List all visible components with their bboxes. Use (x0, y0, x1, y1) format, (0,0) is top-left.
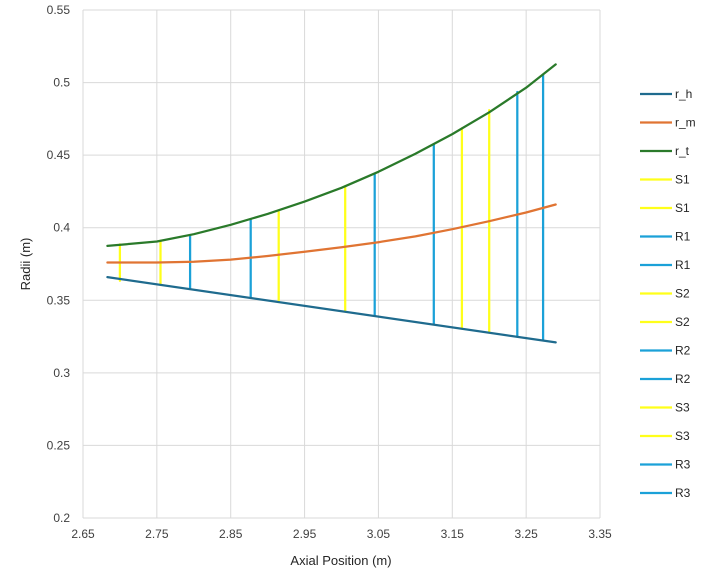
legend-label: S3 (675, 429, 690, 443)
y-tick-label: 0.4 (53, 221, 70, 235)
x-tick-labels: 2.65 2.75 2.85 2.95 3.05 3.15 3.25 3.35 (71, 527, 612, 541)
x-tick-label: 3.15 (441, 527, 465, 541)
series-line-r-h (106, 275, 557, 344)
legend-label: R3 (675, 458, 691, 472)
legend-label: S3 (675, 401, 690, 415)
y-tick-label: 0.2 (53, 511, 70, 525)
legend-label: S2 (675, 315, 690, 329)
plot-area (106, 63, 557, 344)
x-tick-label: 2.75 (145, 527, 169, 541)
legend-label: S2 (675, 287, 690, 301)
y-tick-label: 0.3 (53, 366, 70, 380)
x-tick-label: 2.85 (219, 527, 243, 541)
legend-label: r_t (675, 144, 690, 158)
legend-label: R1 (675, 230, 691, 244)
y-tick-label: 0.35 (47, 293, 71, 307)
legend-label: r_m (675, 116, 696, 130)
y-tick-label: 0.25 (47, 438, 71, 452)
x-axis-title: Axial Position (m) (290, 553, 391, 568)
y-axis-title: Radii (m) (18, 238, 33, 291)
x-tick-label: 2.95 (293, 527, 317, 541)
legend-label: R1 (675, 258, 691, 272)
legend: r_h r_m r_t S1 S1 R1 R1 S2 S2 R2 R2 S3 S3 R3 R3 (640, 87, 696, 500)
legend-label: R2 (675, 344, 691, 358)
legend-label: S1 (675, 201, 690, 215)
legend-label: S1 (675, 173, 690, 187)
legend-label: R3 (675, 486, 691, 500)
x-tick-label: 3.05 (367, 527, 391, 541)
y-tick-label: 0.5 (53, 76, 70, 90)
grid-lines (82, 9, 601, 519)
series-line-r-t (106, 63, 557, 248)
y-tick-label: 0.55 (47, 3, 71, 17)
x-tick-label: 2.65 (71, 527, 95, 541)
x-tick-label: 3.35 (588, 527, 612, 541)
x-tick-label: 3.25 (514, 527, 538, 541)
y-tick-labels: 0.2 0.25 0.3 0.35 0.4 0.45 0.5 0.55 (47, 3, 71, 525)
legend-label: R2 (675, 372, 691, 386)
y-tick-label: 0.45 (47, 148, 71, 162)
series-line-r-m (106, 203, 557, 264)
legend-label: r_h (675, 87, 692, 101)
